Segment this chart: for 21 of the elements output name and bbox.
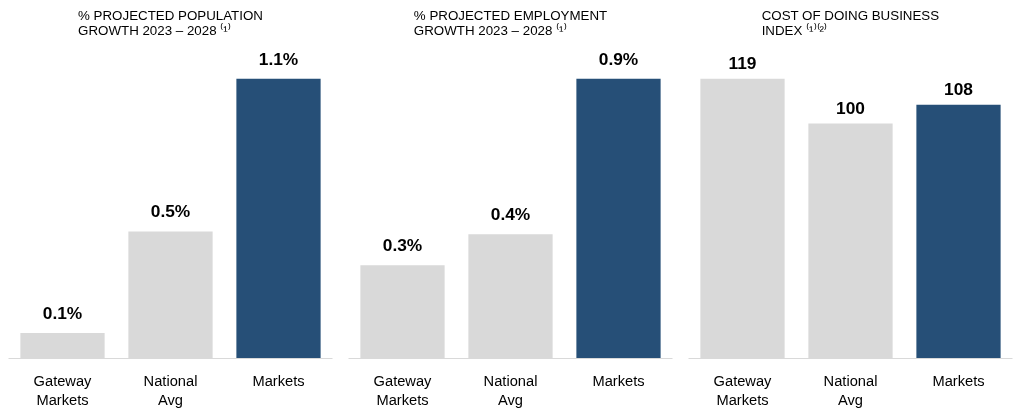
- x-tick-label: Gateway Markets: [713, 372, 773, 408]
- data-label: 0.1%: [42, 303, 83, 324]
- x-tick-label: National Avg: [483, 372, 538, 408]
- data-label: 108: [944, 78, 974, 99]
- data-label: 0.4%: [490, 204, 531, 225]
- x-tick-label: Markets: [592, 372, 645, 389]
- data-label: 0.5%: [150, 201, 191, 222]
- data-label: 0.3%: [382, 235, 423, 256]
- data-label: 100: [836, 97, 865, 118]
- data-label: 1.1%: [258, 48, 299, 69]
- x-tick-label: Gateway Markets: [373, 372, 433, 408]
- chart-title: % PROJECTED POPULATION GROWTH 2023 – 2028 ⁽¹⁾: [78, 7, 263, 38]
- data-label: 0.9%: [598, 48, 639, 69]
- x-tick-label: Gateway Markets: [33, 372, 93, 408]
- chart-title: COST OF DOING BUSINESS INDEX ⁽¹⁾⁽²⁾: [761, 7, 940, 38]
- x-tick-label: Markets: [932, 372, 985, 389]
- x-tick-label: National Avg: [823, 372, 878, 408]
- chart-title: % PROJECTED EMPLOYMENT GROWTH 2023 – 2028 ⁽¹⁾: [413, 7, 608, 38]
- x-tick-label: National Avg: [143, 372, 198, 408]
- data-label: 119: [728, 52, 757, 73]
- x-tick-label: Markets: [252, 372, 305, 389]
